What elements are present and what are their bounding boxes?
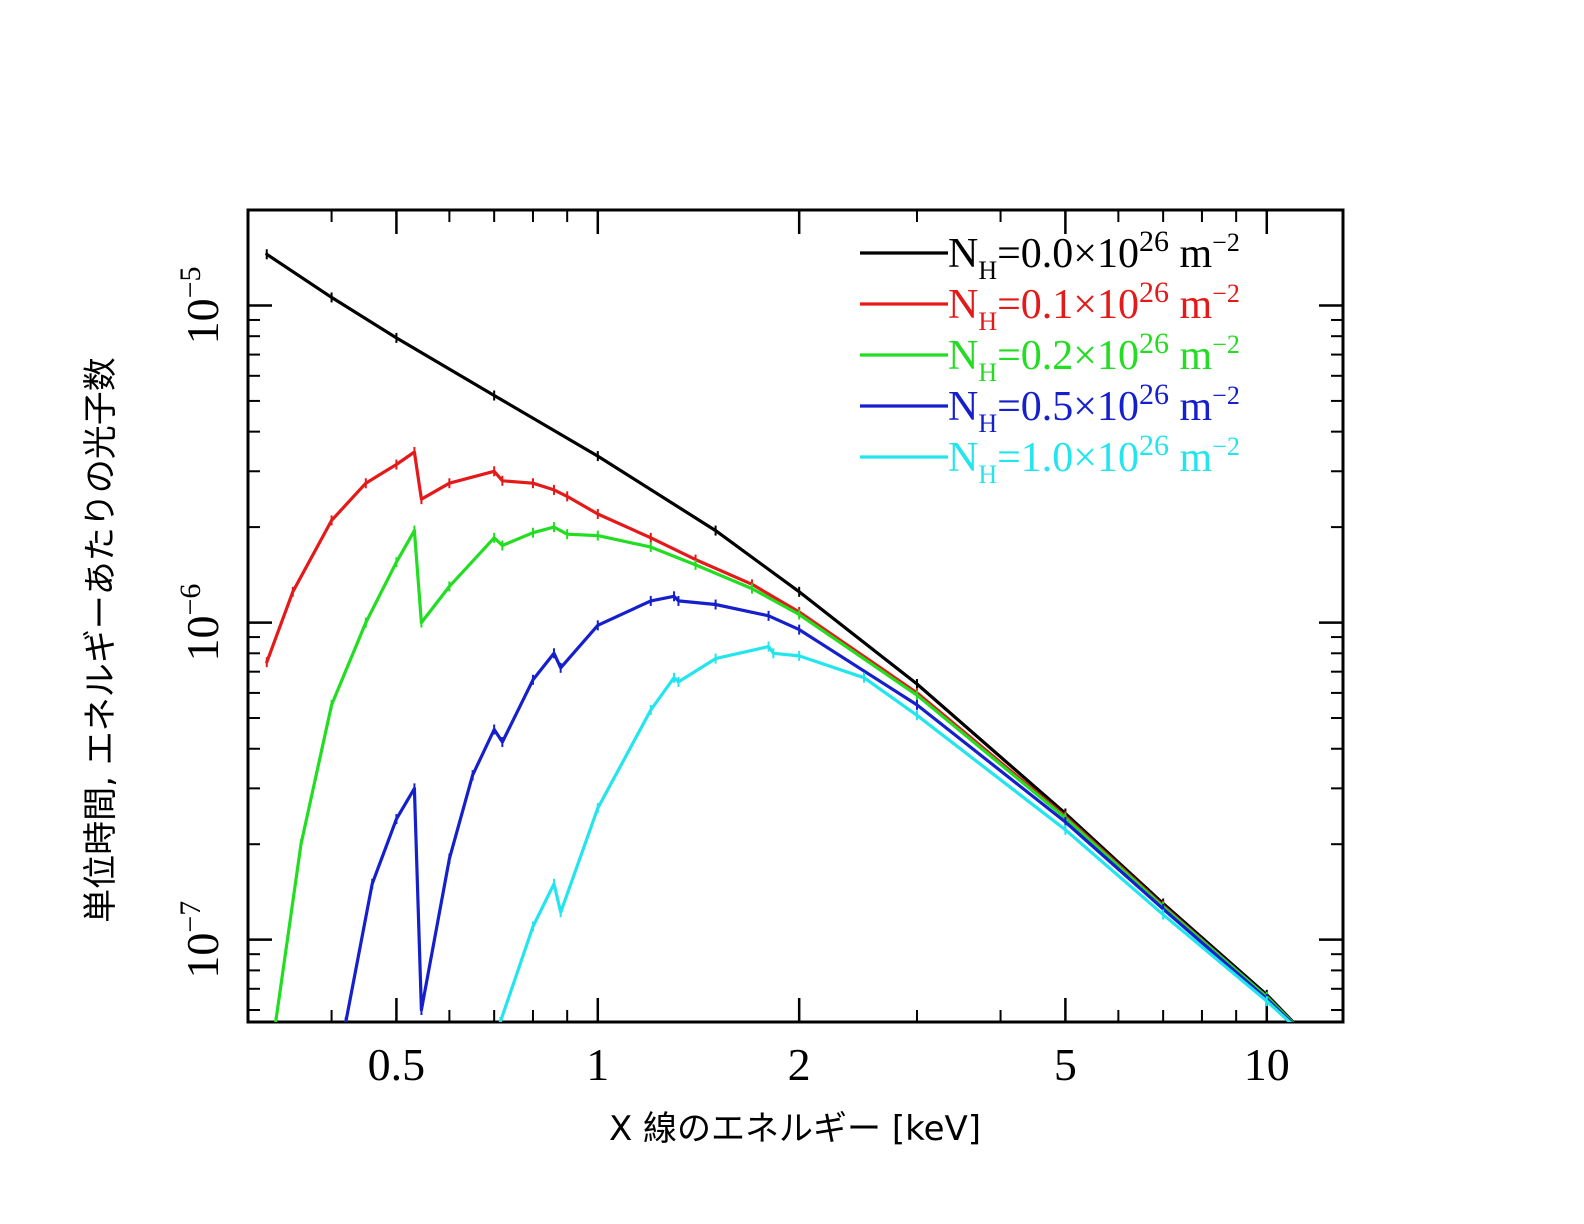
- svg-text:10−5: 10−5: [174, 266, 228, 344]
- series-line-4: [498, 644, 1292, 1022]
- legend-label: NH=1.0×1026 m−2: [948, 429, 1240, 489]
- y-tick-label: 10−7: [174, 901, 228, 979]
- legend-label: NH=0.5×1026 m−2: [948, 378, 1240, 438]
- legend: NH=0.0×1026 m−2NH=0.1×1026 m−2NH=0.2×102…: [860, 225, 1240, 489]
- series-line-3: [344, 594, 1294, 1022]
- legend-label: NH=0.0×1026 m−2: [948, 225, 1240, 285]
- series-layer: [265, 249, 1296, 1022]
- legend-label: NH=0.2×1026 m−2: [948, 327, 1240, 387]
- legend-label: NH=0.1×1026 m−2: [948, 276, 1240, 336]
- x-tick-label: 0.5: [368, 1039, 426, 1090]
- series-line-1: [265, 450, 1295, 1022]
- major-ticks: [248, 210, 1343, 1022]
- y-tick-label: 10−6: [174, 584, 228, 662]
- y-tick-labels: 10−7 10−6 10−5: [174, 266, 228, 978]
- series-line-2: [274, 525, 1295, 1022]
- x-tick-label: 10: [1244, 1039, 1290, 1090]
- y-axis-title: 単位時間, エネルギーあたりの光子数: [81, 357, 121, 923]
- x-tick-label: 1: [586, 1039, 609, 1090]
- plot-frame: [246, 208, 1345, 1024]
- x-axis-title: X 線のエネルギー [keV]: [609, 1109, 981, 1149]
- x-tick-label: 2: [788, 1039, 811, 1090]
- svg-text:10−7: 10−7: [174, 901, 228, 979]
- y-tick-label: 10−5: [174, 266, 228, 344]
- series-line-0: [265, 252, 1296, 1022]
- minor-ticks: [247, 209, 1343, 1022]
- x-tick-label: 5: [1054, 1039, 1077, 1090]
- x-tick-labels: 0.5 1 2 5 10: [368, 1039, 1290, 1090]
- svg-text:10−6: 10−6: [174, 584, 228, 662]
